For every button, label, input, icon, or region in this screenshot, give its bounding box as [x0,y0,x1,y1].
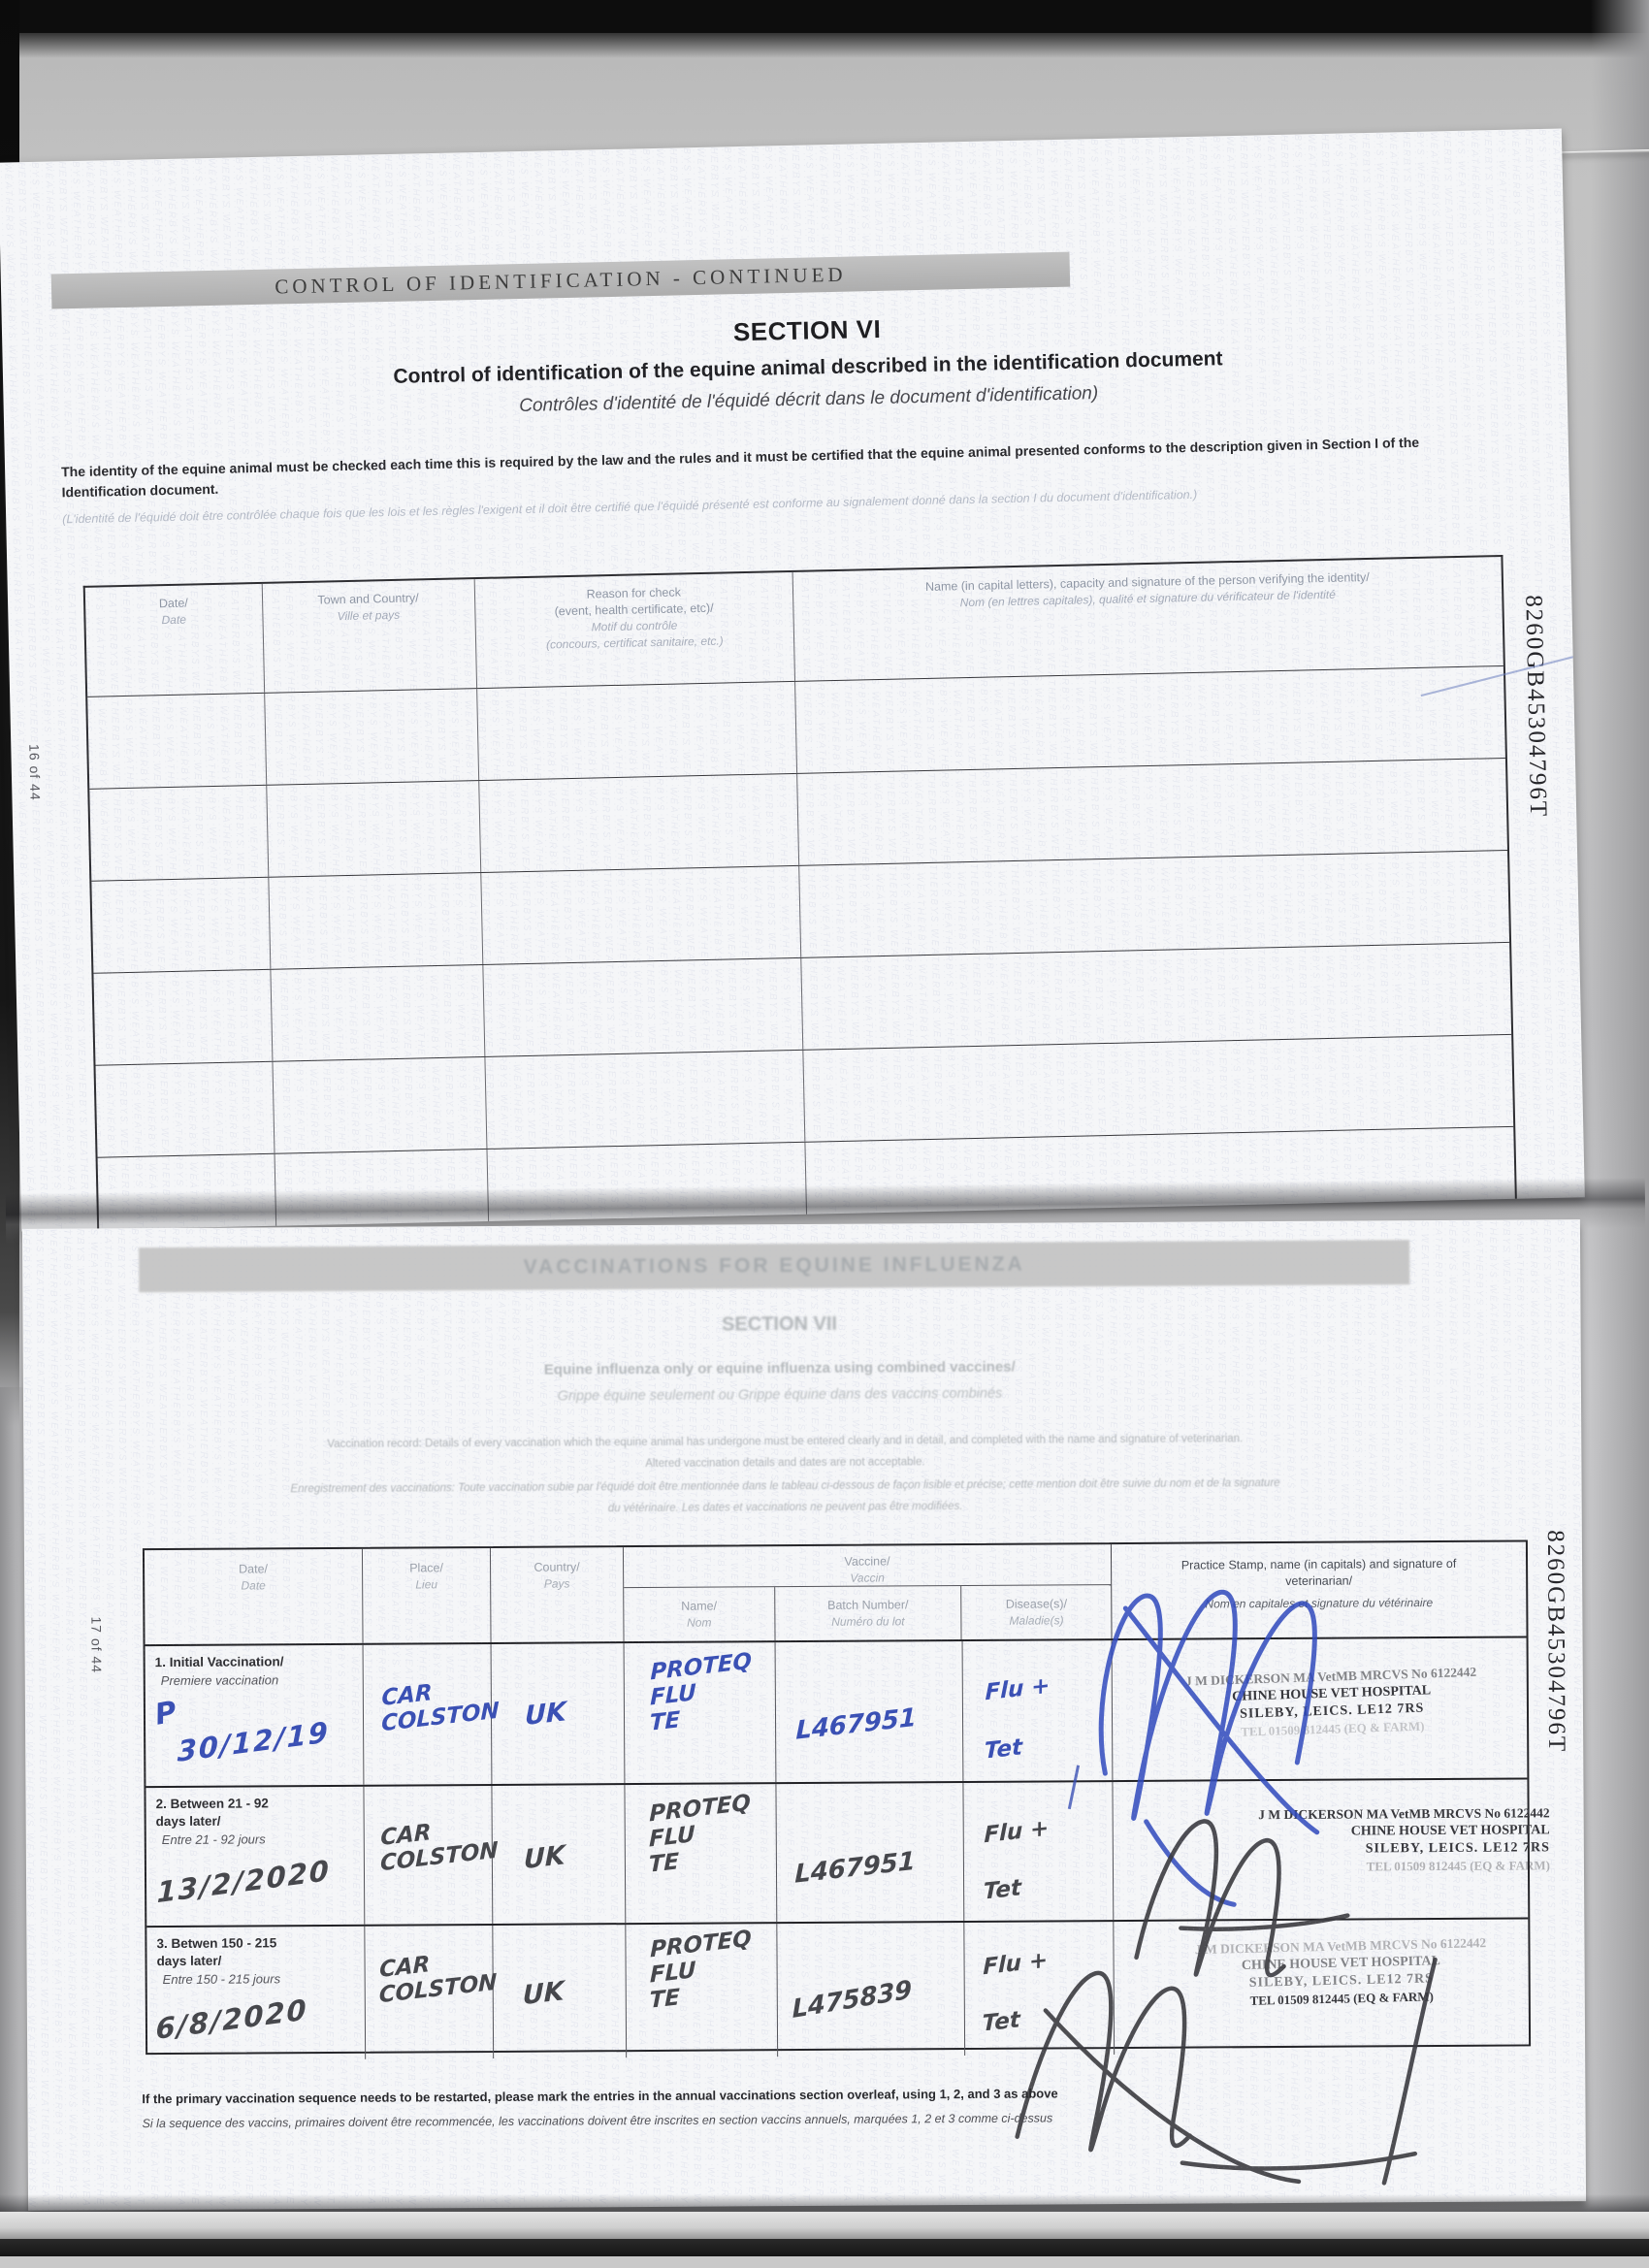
handwritten-country: UK [524,1697,566,1733]
section-vi-banner: CONTROL OF IDENTIFICATION - CONTINUED [50,251,1071,309]
scanner-bed-bottom [0,2239,1649,2260]
column-header-date: Date/ Date [144,1548,364,1645]
cell-country: UK [491,1643,626,1784]
column-header-place: Place/ Lieu [362,1547,492,1643]
column-header-vaccine-name: Name/ Nom [624,1587,776,1642]
handwritten-batch: L467951 [795,1702,917,1746]
scanner-bed-top-fade [0,33,1649,58]
cell-place: CAR COLSTON [365,1925,497,2059]
handwritten-mark: P [152,1695,179,1733]
vaccination-note-fr-1: Enregistrement des vaccinations: Toute v… [290,1476,1280,1496]
vaccination-note-fr-2: du vétérinaire. Les dates et vaccination… [607,1500,963,1515]
vaccination-row-3: 3. Betwen 150 - 215 days later/ Entre 15… [146,1917,1530,2061]
vaccination-table: Date/ Date Place/ Lieu Country/ Pays Vac… [142,1539,1550,2061]
restart-footnote-en: If the primary vaccination sequence need… [142,2086,1058,2107]
handwritten-place: CAR COLSTON [381,1680,500,1737]
cell-disease: Flu + Tet [962,1640,1114,1781]
cell-disease: Flu + Tet [963,1765,1115,1921]
scanner-bed-bottom-strip [0,2256,1649,2268]
vaccination-table-header: Date/ Date Place/ Lieu Country/ Pays Vac… [144,1541,1527,1645]
handwritten-disease: Flu + Tet [982,1947,1049,2037]
section-vii-subtitle-en: Equine influenza only or equine influenz… [543,1358,1016,1378]
vaccinations-banner: VACCINATIONS FOR EQUINE INFLUENZA [139,1240,1410,1293]
document-id-top: 8260GB45304796T [1520,595,1552,819]
column-header-practice-stamp: Practice Stamp, name (in capitals) and s… [1180,1556,1457,1611]
page-bottom-shadow [0,2194,1649,2212]
cell-practice-stamp: J M DICKERSON MA VetMB MRCVS No 6122442 … [1114,1919,1529,2055]
cell-country: UK [492,1785,627,1924]
cell-batch: L475839 [777,1922,966,2057]
column-header-country: Country/ Pays [490,1547,625,1642]
cell-vaccine-name: PROTEQ FLU TE [624,1642,777,1784]
vaccination-note-en-1: Vaccination record: Details of every vac… [327,1433,1244,1450]
handwritten-place: CAR COLSTON [378,1952,498,2009]
handwritten-vaccine: PROTEQ FLU TE [649,1926,752,2014]
handwritten-country: UK [522,1976,565,2012]
handwritten-vaccine: PROTEQ FLU TE [648,1790,751,1878]
cell-date: 1. Initial Vaccination/ Premiere vaccina… [145,1644,365,1787]
page-number-top: 16 of 44 [26,743,44,801]
column-header-date: Date/ Date [84,583,265,697]
handwritten-country: UK [523,1840,566,1876]
scanner-bed-top [0,0,1649,33]
handwritten-date: 6/8/2020 [155,1993,308,2046]
cell-date: 3. Betwen 150 - 215 days later/ Entre 15… [146,1926,367,2061]
handwritten-vaccine: PROTEQ FLU TE [649,1648,753,1736]
handwritten-disease: Flu + Tet [984,1672,1051,1765]
vaccination-note-en-2: Altered vaccination details and dates ar… [645,1456,925,1470]
handwritten-disease: Flu + Tet [983,1815,1050,1905]
practice-stamp: J M DICKERSON MA VetMB MRCVS No 6122442 … [1194,1935,1487,2008]
handwritten-place: CAR COLSTON [379,1820,499,1877]
practice-stamp: J M DICKERSON MA VetMB MRCVS No 6122442 … [1258,1805,1551,1874]
cell-batch: L467951 [776,1782,965,1923]
cell-country: UK [493,1925,628,2058]
scanner-bed-left-edge-lower [0,1387,25,2231]
page-number-bottom: 17 of 44 [88,1616,105,1674]
cell-disease: Flu + Tet [964,1922,1116,2056]
section-vi-banner-label: CONTROL OF IDENTIFICATION - CONTINUED [275,262,847,299]
vaccination-row-1: 1. Initial Vaccination/ Premiere vaccina… [145,1636,1528,1787]
column-group-vaccine: Vaccine/ Vaccin Name/ Nom Batch Number/ … [623,1544,1113,1642]
cell-vaccine-name: PROTEQ FLU TE [626,1924,779,2058]
document-id-bottom: 8260GB45304796T [1541,1530,1570,1754]
handwritten-date: 13/2/2020 [156,1853,331,1910]
column-header-town-country: Town and Country/ Ville et pays [262,579,477,693]
practice-stamp: J M DICKERSON MA VetMB MRCVS No 6122442 … [1184,1664,1477,1739]
restart-footnote-fr: Si la sequence des vaccins, primaires do… [142,2111,1053,2131]
section-vii-heading: SECTION VII [722,1312,838,1336]
handwritten-batch: L475839 [792,1975,913,2025]
vaccinations-banner-label: VACCINATIONS FOR EQUINE INFLUENZA [523,1252,1025,1279]
handwritten-date: 30/12/19 [177,1715,330,1768]
column-header-batch-number: Batch Number/ Numéro du lot [774,1586,962,1641]
cell-practice-stamp: J M DICKERSON MA VetMB MRCVS No 6122442 … [1113,1779,1550,1920]
section-vii-subtitle-fr: Grippe équine seulement ou Grippe équine… [557,1385,1003,1405]
identification-check-table: Date/ Date Town and Country/ Ville et pa… [82,554,1517,1232]
cell-vaccine-name: PROTEQ FLU TE [625,1784,778,1924]
cell-place: CAR COLSTON [364,1785,499,1925]
cell-batch: L467951 [775,1640,964,1783]
column-header-reason: Reason for check (event, health certific… [474,571,796,689]
passport-page-section-vii: WEATHERBYS WEATHERBYS WEATHERBYS WEATHER… [21,1219,1587,2211]
column-header-disease: Disease(s)/ Maladie(s) [1005,1597,1068,1628]
column-header-verifier-name: Name (in capital letters), capacity and … [924,569,1370,610]
cell-practice-stamp: J M DICKERSON MA VetMB MRCVS No 6122442 … [1113,1637,1528,1780]
vaccination-row-2: 2. Between 21 - 92 days later/ Entre 21 … [146,1765,1550,1927]
cell-date: 2. Between 21 - 92 days later/ Entre 21 … [146,1786,366,1927]
plastic-sleeve-bottom [0,2212,1649,2241]
handwritten-batch: L467951 [794,1846,916,1890]
passport-page-section-vi: WEATHERBYS WEATHERBYS WEATHERBYS WEATHER… [0,128,1585,1232]
scanner-bed-right-edge [1591,0,1649,2268]
cell-place: CAR COLSTON [363,1643,500,1785]
